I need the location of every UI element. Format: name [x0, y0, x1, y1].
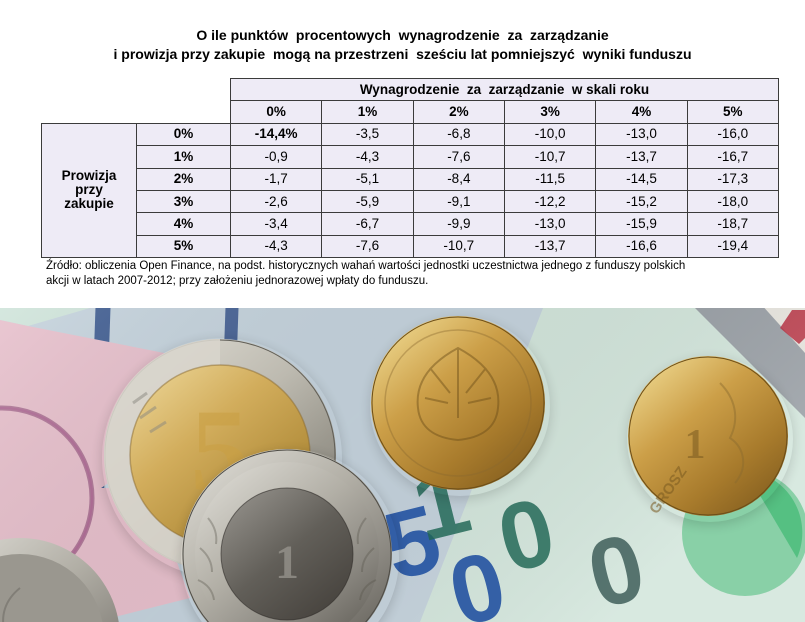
svg-text:1: 1	[275, 536, 299, 589]
svg-text:1: 1	[685, 422, 706, 468]
